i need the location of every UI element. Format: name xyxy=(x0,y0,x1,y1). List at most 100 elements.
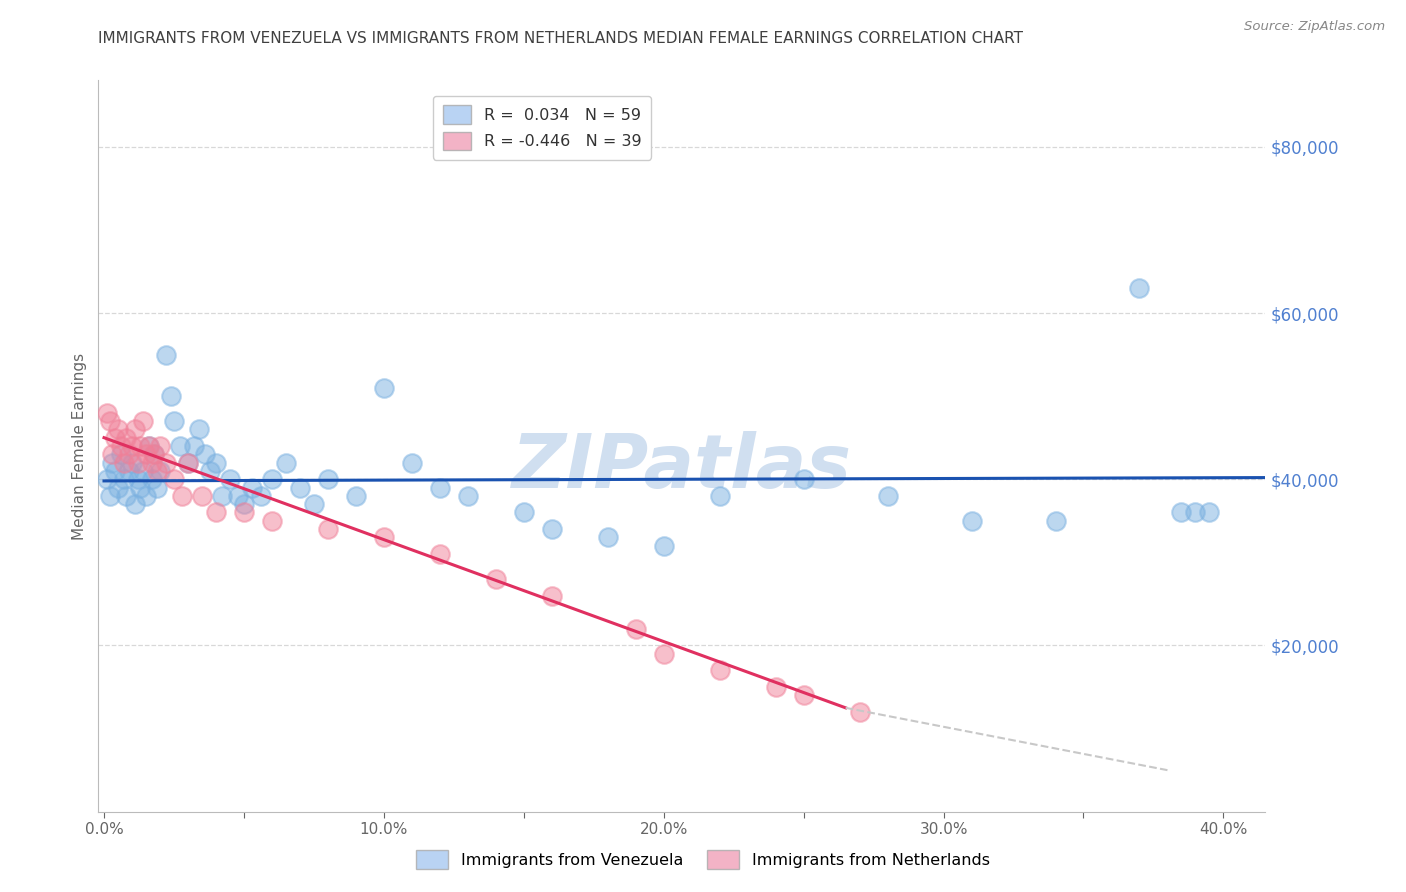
Point xyxy=(316,522,339,536)
Point xyxy=(141,456,163,470)
Point xyxy=(652,647,675,661)
Point xyxy=(124,422,146,436)
Point xyxy=(112,472,135,486)
Point xyxy=(401,456,423,470)
Point xyxy=(1184,506,1206,520)
Point xyxy=(344,489,367,503)
Point xyxy=(143,447,166,461)
Point xyxy=(98,489,121,503)
Point xyxy=(146,464,169,478)
Point xyxy=(457,489,479,503)
Point xyxy=(652,539,675,553)
Point xyxy=(793,472,815,486)
Point xyxy=(960,514,983,528)
Point xyxy=(141,472,163,486)
Point xyxy=(1045,514,1067,528)
Point xyxy=(127,456,149,470)
Point xyxy=(115,489,138,503)
Point xyxy=(132,464,155,478)
Point xyxy=(765,680,787,694)
Point xyxy=(709,664,731,678)
Point xyxy=(149,464,172,478)
Point xyxy=(260,514,283,528)
Point xyxy=(429,481,451,495)
Legend: R =  0.034   N = 59, R = -0.446   N = 39: R = 0.034 N = 59, R = -0.446 N = 39 xyxy=(433,95,651,160)
Point xyxy=(177,456,200,470)
Point xyxy=(194,447,217,461)
Point xyxy=(160,389,183,403)
Text: IMMIGRANTS FROM VENEZUELA VS IMMIGRANTS FROM NETHERLANDS MEDIAN FEMALE EARNINGS : IMMIGRANTS FROM VENEZUELA VS IMMIGRANTS … xyxy=(98,31,1024,46)
Point xyxy=(240,481,263,495)
Point xyxy=(709,489,731,503)
Point xyxy=(101,447,124,461)
Point xyxy=(107,422,129,436)
Point xyxy=(429,547,451,561)
Point xyxy=(485,572,508,586)
Point xyxy=(793,689,815,703)
Point xyxy=(200,464,222,478)
Point xyxy=(96,406,118,420)
Point xyxy=(1128,281,1150,295)
Point xyxy=(188,422,211,436)
Text: Source: ZipAtlas.com: Source: ZipAtlas.com xyxy=(1244,20,1385,33)
Point xyxy=(302,497,325,511)
Point xyxy=(146,481,169,495)
Point xyxy=(373,381,395,395)
Point xyxy=(124,497,146,511)
Point xyxy=(172,489,194,503)
Point xyxy=(233,506,256,520)
Point xyxy=(274,456,297,470)
Point xyxy=(249,489,271,503)
Text: ZIPatlas: ZIPatlas xyxy=(512,432,852,505)
Point xyxy=(121,439,143,453)
Point xyxy=(163,414,186,428)
Point xyxy=(211,489,233,503)
Point xyxy=(163,472,186,486)
Point xyxy=(624,622,647,636)
Point xyxy=(118,447,141,461)
Point xyxy=(132,414,155,428)
Point xyxy=(127,472,149,486)
Point xyxy=(316,472,339,486)
Point xyxy=(121,456,143,470)
Point xyxy=(219,472,242,486)
Point xyxy=(110,447,132,461)
Point xyxy=(96,472,118,486)
Point xyxy=(373,530,395,544)
Point xyxy=(205,506,228,520)
Point xyxy=(104,464,127,478)
Point xyxy=(228,489,250,503)
Point xyxy=(115,431,138,445)
Point xyxy=(183,439,205,453)
Point xyxy=(112,456,135,470)
Point xyxy=(513,506,536,520)
Legend: Immigrants from Venezuela, Immigrants from Netherlands: Immigrants from Venezuela, Immigrants fr… xyxy=(409,844,997,875)
Point xyxy=(98,414,121,428)
Y-axis label: Median Female Earnings: Median Female Earnings xyxy=(72,352,87,540)
Point xyxy=(169,439,191,453)
Point xyxy=(155,456,177,470)
Point xyxy=(107,481,129,495)
Point xyxy=(876,489,898,503)
Point xyxy=(288,481,311,495)
Point xyxy=(104,431,127,445)
Point xyxy=(110,439,132,453)
Point xyxy=(191,489,214,503)
Point xyxy=(233,497,256,511)
Point xyxy=(101,456,124,470)
Point xyxy=(540,522,562,536)
Point xyxy=(138,439,160,453)
Point xyxy=(540,589,562,603)
Point xyxy=(129,439,152,453)
Point xyxy=(260,472,283,486)
Point xyxy=(596,530,619,544)
Point xyxy=(1170,506,1192,520)
Point xyxy=(135,447,157,461)
Point xyxy=(848,705,870,719)
Point xyxy=(1198,506,1220,520)
Point xyxy=(138,439,160,453)
Point xyxy=(129,481,152,495)
Point xyxy=(149,439,172,453)
Point xyxy=(135,489,157,503)
Point xyxy=(155,347,177,362)
